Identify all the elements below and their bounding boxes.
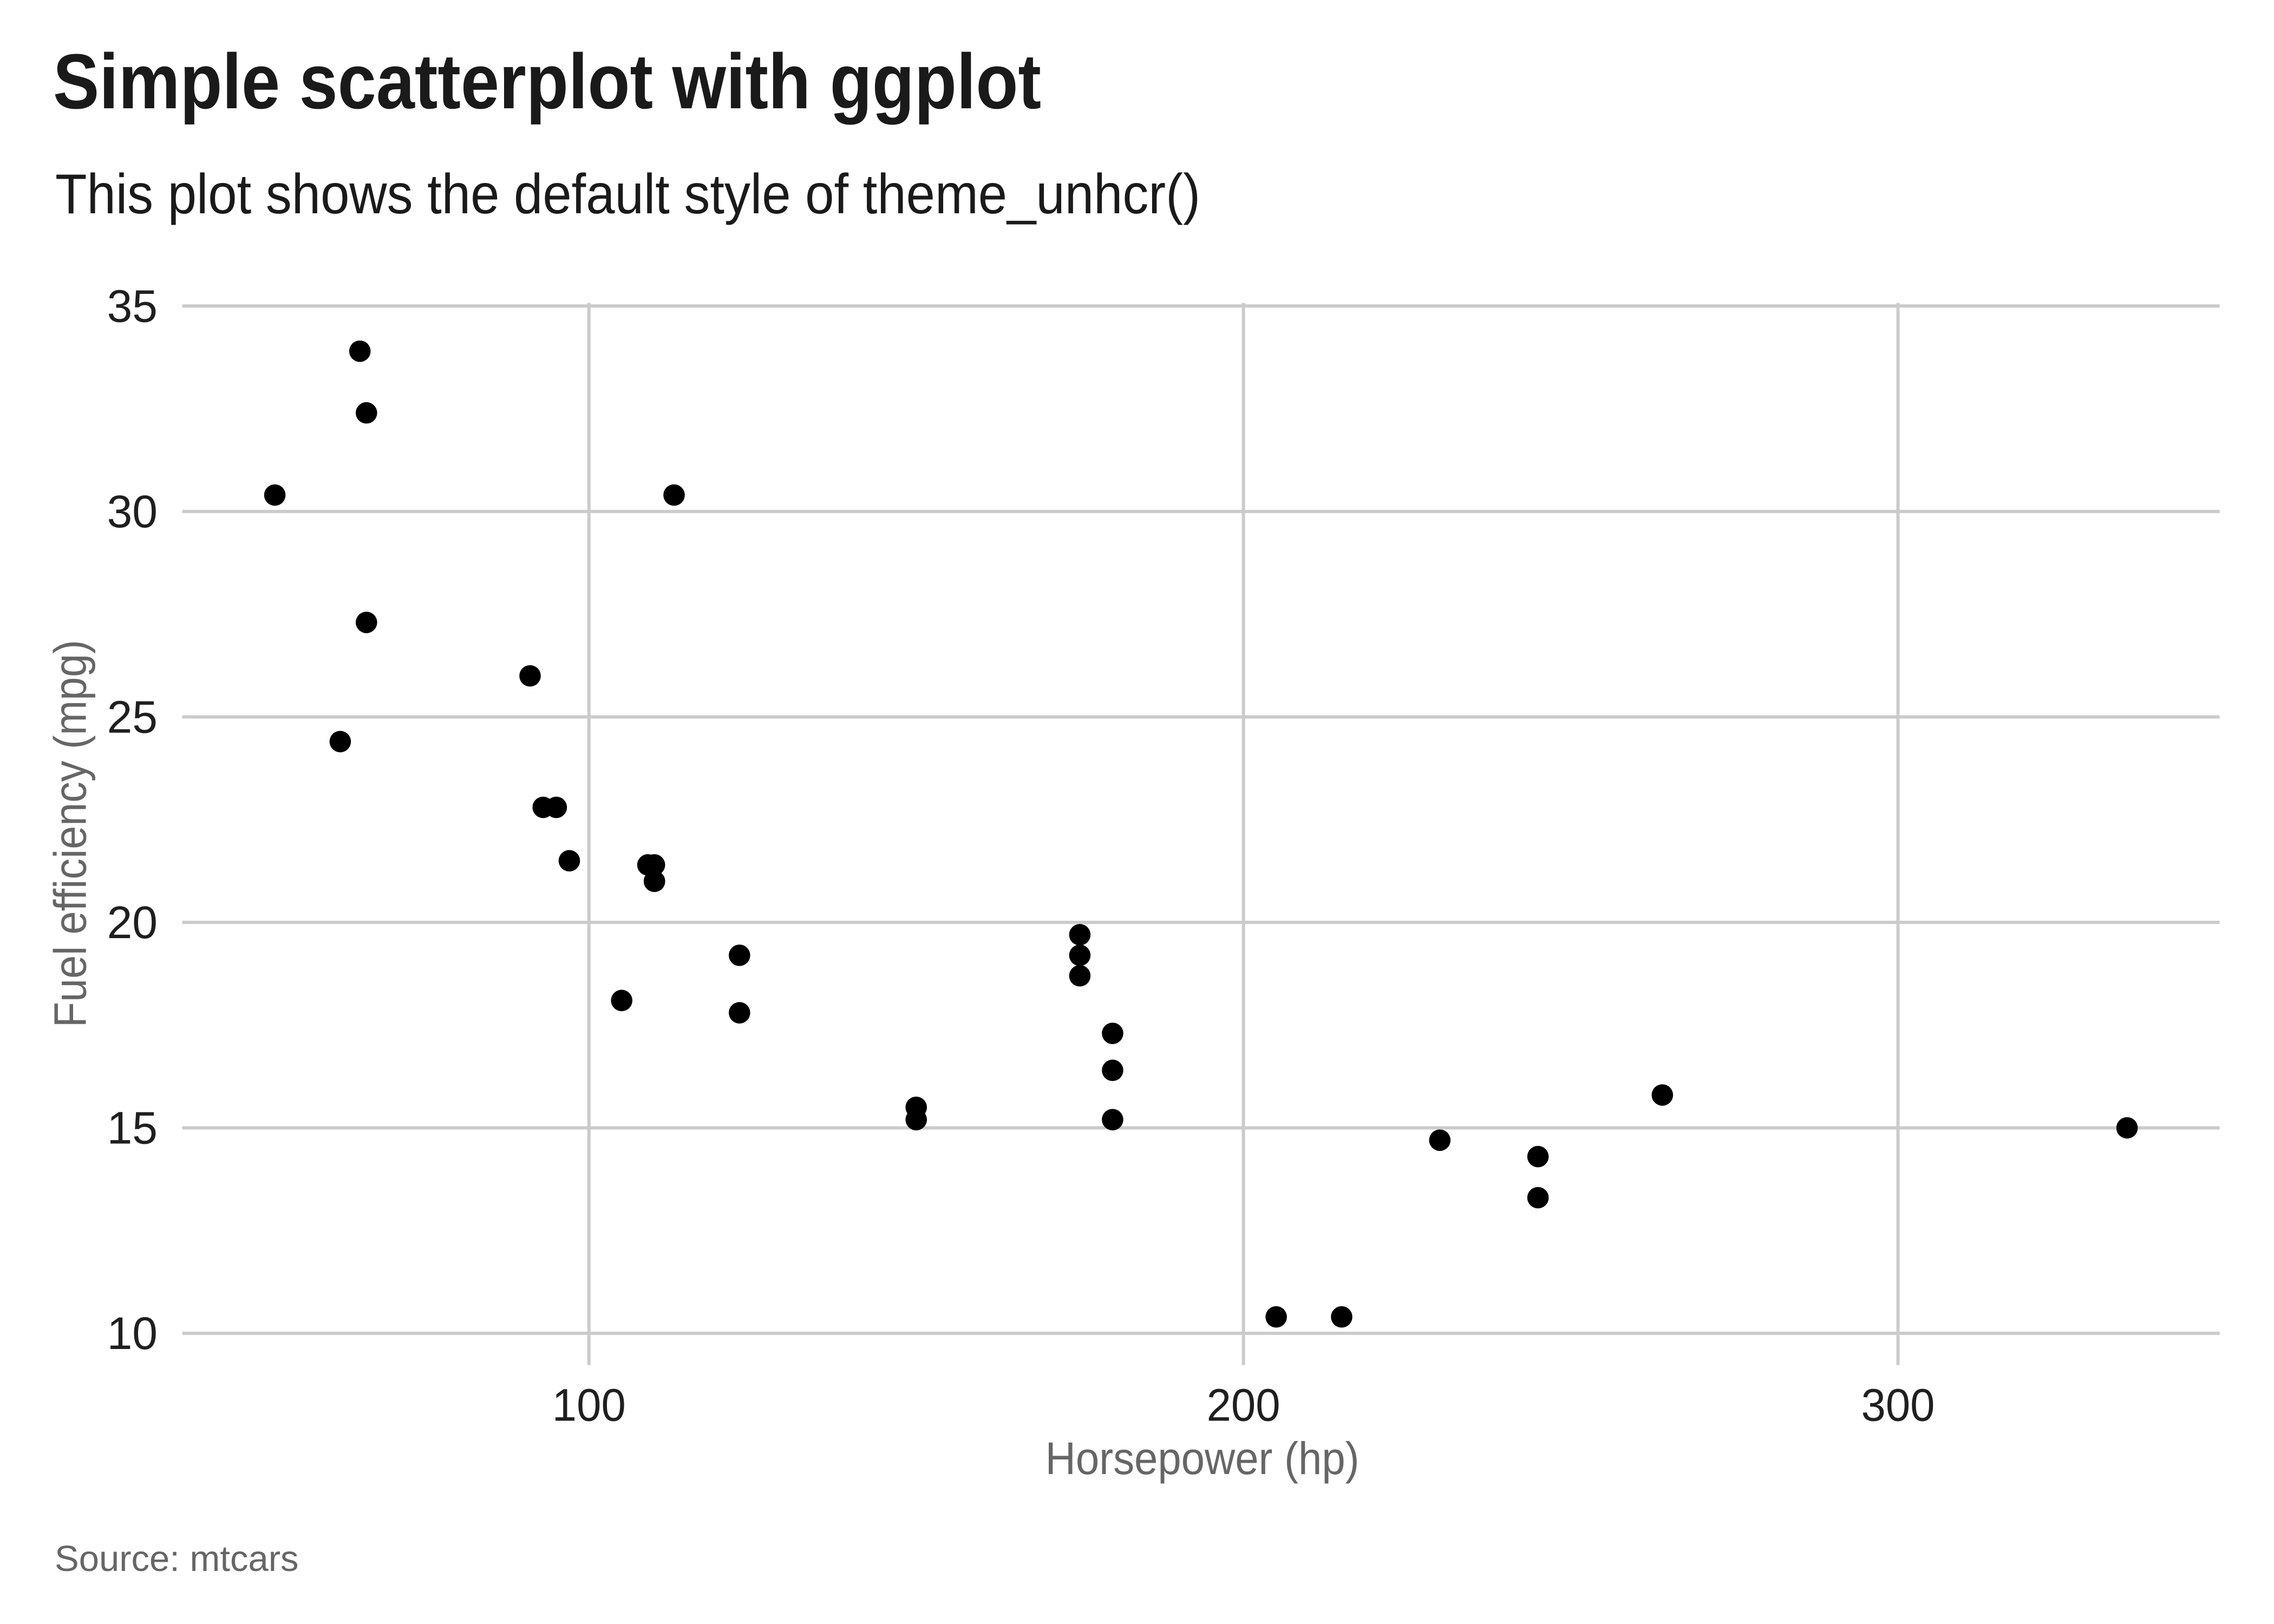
svg-text:Source: mtcars: Source: mtcars xyxy=(55,1538,299,1579)
svg-text:25: 25 xyxy=(107,691,158,742)
svg-text:100: 100 xyxy=(552,1380,626,1431)
svg-text:30: 30 xyxy=(107,486,158,537)
svg-text:This plot shows the default st: This plot shows the default style of the… xyxy=(55,163,1200,226)
svg-text:35: 35 xyxy=(107,280,158,331)
svg-text:200: 200 xyxy=(1207,1380,1280,1431)
svg-text:300: 300 xyxy=(1861,1380,1935,1431)
svg-text:Simple scatterplot with ggplot: Simple scatterplot with ggplot xyxy=(53,38,1041,125)
svg-text:10: 10 xyxy=(107,1308,158,1359)
svg-text:Fuel efficiency (mpg): Fuel efficiency (mpg) xyxy=(45,640,96,1027)
svg-text:20: 20 xyxy=(107,897,158,948)
svg-text:15: 15 xyxy=(107,1103,158,1154)
svg-text:Horsepower (hp): Horsepower (hp) xyxy=(1045,1433,1360,1484)
